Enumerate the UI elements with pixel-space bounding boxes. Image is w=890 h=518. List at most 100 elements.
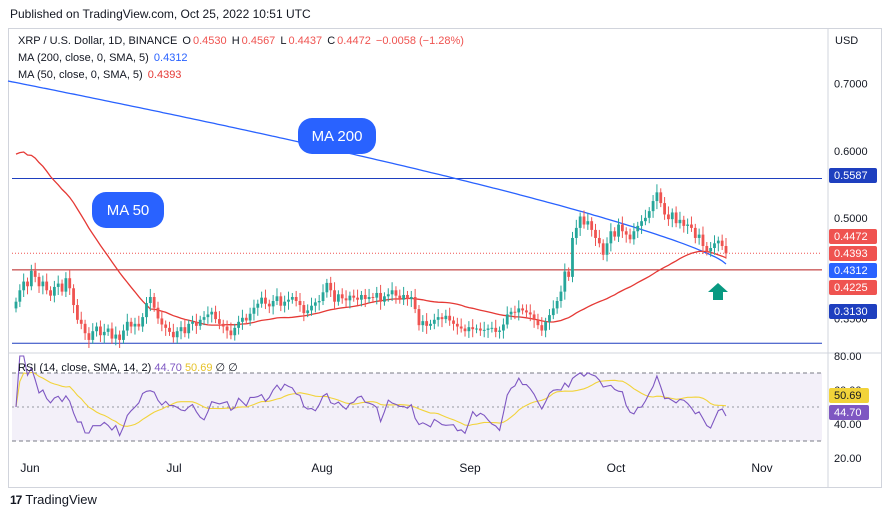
candle[interactable]: [663, 203, 666, 215]
candle[interactable]: [463, 328, 467, 332]
candle[interactable]: [586, 221, 590, 225]
candle[interactable]: [713, 243, 716, 249]
candle[interactable]: [41, 281, 45, 287]
candle[interactable]: [379, 292, 382, 302]
candle[interactable]: [95, 326, 98, 332]
candle[interactable]: [417, 309, 421, 326]
candle[interactable]: [152, 296, 156, 308]
candle[interactable]: [667, 214, 670, 220]
candle[interactable]: [22, 281, 26, 291]
candle[interactable]: [532, 314, 536, 320]
candle[interactable]: [363, 294, 367, 300]
ma200-line[interactable]: [7, 80, 727, 265]
ma200-legend[interactable]: MA (200, close, 0, SMA, 5) 0.4312: [18, 52, 190, 64]
candle[interactable]: [429, 323, 432, 326]
candle[interactable]: [72, 288, 75, 306]
rsi-legend[interactable]: RSI (14, close, SMA, 14, 2) 44.70 50.69 …: [18, 361, 238, 374]
candle[interactable]: [99, 326, 102, 336]
candle[interactable]: [18, 290, 22, 302]
candle[interactable]: [644, 217, 647, 222]
candle[interactable]: [244, 317, 248, 321]
candle[interactable]: [183, 327, 187, 334]
candle[interactable]: [198, 319, 202, 326]
candle[interactable]: [60, 283, 64, 292]
candle[interactable]: [674, 212, 678, 224]
candle[interactable]: [605, 243, 609, 255]
candle[interactable]: [252, 307, 256, 314]
candle[interactable]: [440, 317, 444, 320]
candle[interactable]: [114, 334, 118, 339]
candle[interactable]: [444, 315, 448, 320]
candle[interactable]: [375, 292, 379, 298]
candle[interactable]: [459, 326, 463, 329]
candle[interactable]: [233, 327, 237, 336]
candle[interactable]: [525, 310, 528, 313]
candle[interactable]: [329, 282, 333, 291]
candle[interactable]: [613, 231, 617, 237]
candle[interactable]: [559, 291, 563, 302]
candle[interactable]: [302, 305, 306, 314]
candle[interactable]: [141, 317, 145, 327]
candle[interactable]: [371, 296, 375, 298]
candle[interactable]: [528, 312, 532, 315]
candle[interactable]: [279, 296, 283, 306]
candle[interactable]: [37, 276, 41, 287]
candle[interactable]: [202, 317, 206, 320]
candle[interactable]: [241, 317, 244, 322]
candle[interactable]: [260, 297, 264, 304]
candle[interactable]: [68, 278, 72, 289]
candle[interactable]: [505, 314, 509, 325]
candle[interactable]: [91, 331, 95, 340]
ma50-line[interactable]: [15, 151, 727, 326]
candle[interactable]: [237, 321, 240, 328]
candle[interactable]: [168, 327, 171, 332]
candle[interactable]: [498, 330, 501, 332]
candle[interactable]: [306, 310, 310, 314]
candle[interactable]: [129, 321, 133, 327]
candle[interactable]: [310, 305, 313, 311]
candle[interactable]: [536, 319, 540, 326]
candle[interactable]: [110, 328, 114, 339]
candle[interactable]: [701, 234, 705, 247]
candle[interactable]: [125, 321, 129, 331]
candle[interactable]: [210, 311, 214, 315]
ma50-legend[interactable]: MA (50, close, 0, SMA, 5) 0.4393: [18, 69, 183, 81]
candle[interactable]: [521, 308, 524, 311]
candle[interactable]: [29, 270, 33, 287]
candle[interactable]: [482, 329, 486, 331]
candle[interactable]: [137, 323, 141, 327]
rsi-line[interactable]: [15, 355, 727, 438]
candle[interactable]: [356, 297, 359, 300]
candle[interactable]: [206, 314, 210, 318]
candle[interactable]: [578, 216, 582, 228]
candle[interactable]: [551, 308, 555, 316]
candle[interactable]: [122, 330, 125, 340]
candle[interactable]: [79, 319, 83, 324]
candle[interactable]: [455, 323, 459, 327]
candle[interactable]: [390, 290, 394, 295]
candle[interactable]: [406, 294, 409, 300]
candle[interactable]: [133, 323, 137, 327]
candle[interactable]: [590, 221, 594, 230]
candle[interactable]: [432, 319, 436, 324]
candle[interactable]: [690, 224, 693, 228]
candle[interactable]: [517, 308, 521, 313]
candle[interactable]: [118, 334, 122, 340]
candle[interactable]: [171, 331, 175, 338]
candle[interactable]: [478, 328, 482, 331]
candle[interactable]: [502, 324, 505, 331]
candle[interactable]: [313, 302, 317, 306]
candle[interactable]: [601, 243, 605, 255]
candle[interactable]: [555, 301, 559, 309]
candle[interactable]: [686, 224, 690, 226]
candle[interactable]: [540, 325, 544, 331]
candle[interactable]: [490, 327, 494, 329]
candle[interactable]: [64, 278, 68, 292]
candle[interactable]: [283, 301, 287, 306]
candle[interactable]: [248, 313, 252, 321]
candle[interactable]: [716, 240, 720, 244]
candle[interactable]: [271, 301, 275, 307]
candle[interactable]: [647, 211, 651, 218]
candle[interactable]: [344, 298, 348, 301]
